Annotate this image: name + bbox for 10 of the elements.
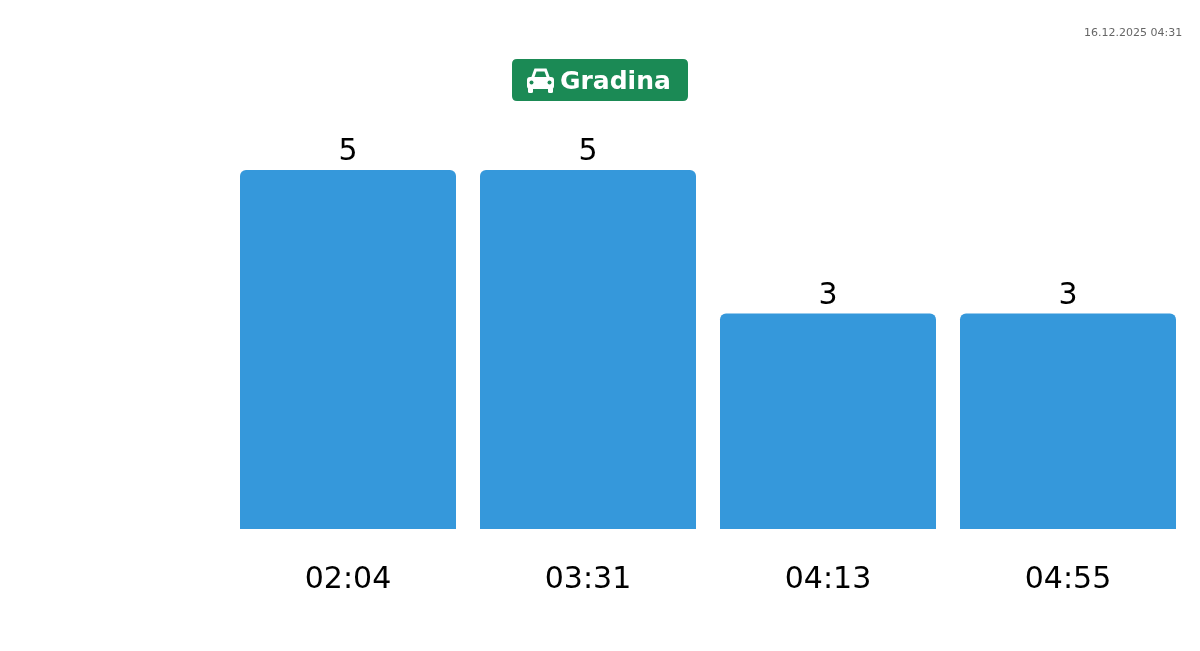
text: 16.12.2025 04:31 — [1084, 26, 1183, 39]
x-tick-label: 02:04 — [304, 560, 392, 595]
x-tick-label: 04:13 — [784, 560, 872, 595]
chart-title: Gradina — [560, 66, 671, 95]
data-label: 3 — [818, 275, 838, 311]
data-label: 3 — [1058, 275, 1078, 311]
x-tick-label: 03:31 — [544, 560, 632, 595]
data-label: 5 — [578, 132, 598, 167]
x-tick-label: 04:55 — [1024, 560, 1112, 595]
data-label: 5 — [338, 132, 358, 167]
